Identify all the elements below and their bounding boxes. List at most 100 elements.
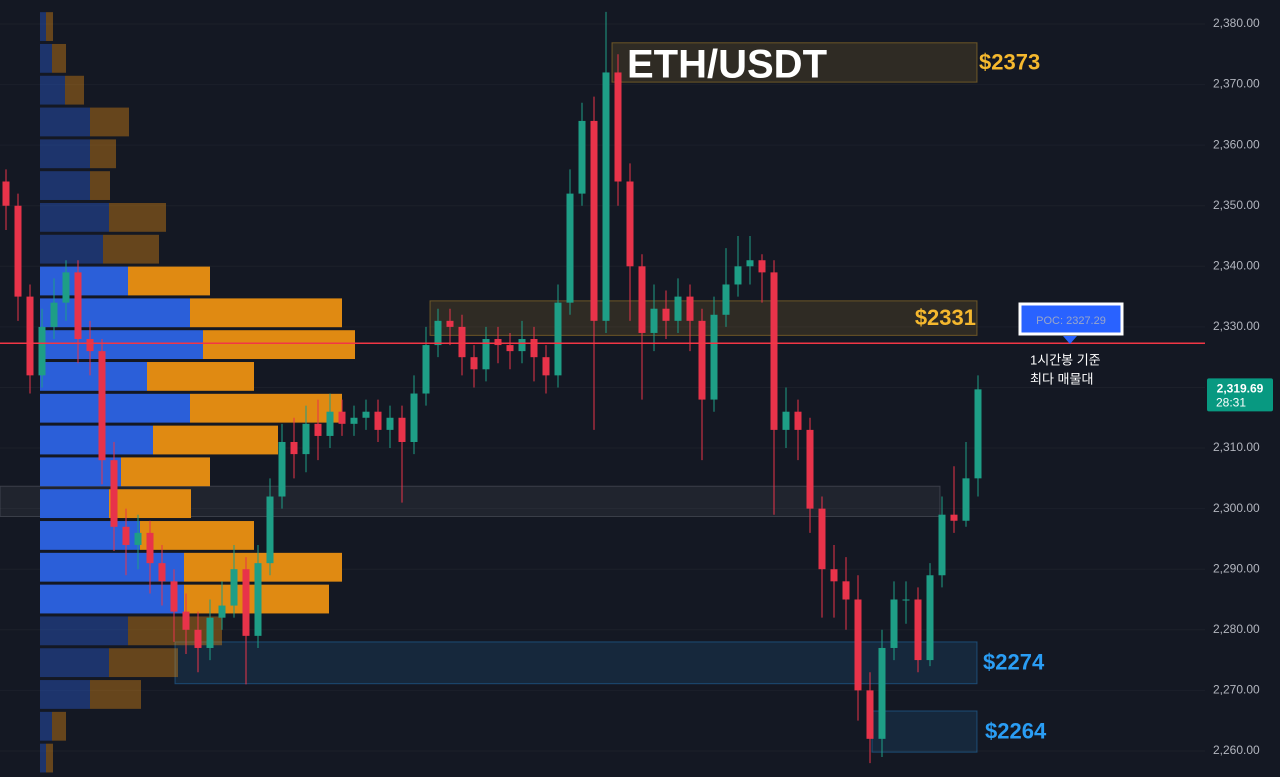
candle-body <box>926 575 934 661</box>
y-tick-label: 2,370.00 <box>1213 77 1260 91</box>
chart-title: ETH/USDT <box>627 43 827 87</box>
candle-body <box>686 296 694 321</box>
poc-pointer <box>1063 336 1077 344</box>
candle-body <box>158 563 166 582</box>
candle-body <box>734 266 742 285</box>
profile-sell <box>103 234 159 264</box>
price-tag-label: 2,319.69 <box>1217 382 1264 396</box>
profile-buy <box>40 330 203 360</box>
candle-body <box>278 441 286 497</box>
y-tick-label: 2,290.00 <box>1213 561 1260 575</box>
candle-body <box>14 205 22 297</box>
candle-body <box>338 411 346 424</box>
profile-buy <box>40 425 153 455</box>
candle-body <box>902 599 910 601</box>
candle-body <box>638 266 646 333</box>
candle-body <box>266 496 274 564</box>
annotation: 1시간봉 기준 <box>1030 352 1101 367</box>
profile-buy <box>40 107 90 137</box>
profile-buy <box>40 457 121 487</box>
candle-body <box>26 296 34 376</box>
zone-label: $2264 <box>985 718 1047 743</box>
candle-body <box>242 569 250 636</box>
profile-sell <box>90 139 116 169</box>
candle-body <box>602 72 610 321</box>
y-tick-label: 2,280.00 <box>1213 622 1260 636</box>
profile-buy <box>40 680 90 709</box>
candle-body <box>554 302 562 376</box>
candle-body <box>866 690 874 739</box>
y-tick-label: 2,330.00 <box>1213 319 1260 333</box>
profile-sell <box>128 266 210 296</box>
candle-body <box>302 423 310 455</box>
profile-buy <box>40 171 90 200</box>
candle-body <box>494 339 502 346</box>
profile-sell <box>46 12 53 41</box>
y-tick-label: 2,270.00 <box>1213 683 1260 697</box>
candle-body <box>74 272 82 340</box>
candle-body <box>410 393 418 442</box>
candle-body <box>950 514 958 521</box>
candle-body <box>350 417 358 424</box>
profile-sell <box>190 393 342 423</box>
profile-sell <box>90 680 141 709</box>
zone-label: $2331 <box>915 305 976 330</box>
profile-buy <box>40 743 46 773</box>
candle-body <box>386 417 394 430</box>
candle-body <box>890 599 898 648</box>
zone-label: $2373 <box>979 49 1040 74</box>
candle-body <box>470 357 478 370</box>
candle-body <box>482 339 490 370</box>
profile-sell <box>109 202 166 232</box>
candle-body <box>626 181 634 267</box>
candle-body <box>938 514 946 576</box>
candle-body <box>662 308 670 321</box>
countdown: 28:31 <box>1216 396 1246 410</box>
candle-body <box>206 617 214 648</box>
candle-body <box>854 599 862 691</box>
profile-sell <box>140 521 254 550</box>
poc-box <box>1018 302 1124 336</box>
profile-sell <box>52 711 66 741</box>
candle-body <box>566 193 574 303</box>
candle-body <box>650 308 658 333</box>
profile-buy <box>40 298 190 328</box>
candle-body <box>710 314 718 400</box>
y-tick-label: 2,310.00 <box>1213 440 1260 454</box>
candle-body <box>614 72 622 182</box>
profile-buy <box>40 489 109 519</box>
annotation: 최다 매물대 <box>1030 371 1093 386</box>
candle-body <box>506 345 514 352</box>
profile-sell <box>147 362 254 391</box>
candle-body <box>62 272 70 303</box>
profile-sell <box>46 743 53 773</box>
profile-buy <box>40 43 52 73</box>
poc-label: POC: 2327.29 <box>1036 315 1106 327</box>
candle-body <box>314 423 322 436</box>
profile-sell <box>90 171 110 200</box>
candle-body <box>878 647 886 739</box>
candle-body <box>782 411 790 430</box>
candle-body <box>458 326 466 358</box>
candle-body <box>722 284 730 315</box>
candle-body <box>374 411 382 430</box>
profile-buy <box>40 616 128 646</box>
candle-body <box>194 629 202 648</box>
candle-body <box>794 411 802 430</box>
candle-body <box>134 532 142 545</box>
profile-sell <box>190 298 342 328</box>
candle-body <box>182 611 190 630</box>
candle-body <box>530 339 538 358</box>
profile-sell <box>203 330 355 360</box>
profile-buy <box>40 234 103 264</box>
profile-sell <box>121 457 210 487</box>
candle-body <box>38 326 46 376</box>
profile-sell <box>153 425 278 455</box>
y-tick-label: 2,380.00 <box>1213 16 1260 30</box>
candle-body <box>674 296 682 321</box>
profile-sell <box>184 552 342 582</box>
profile-sell <box>128 616 222 646</box>
price-tag <box>1207 378 1273 412</box>
